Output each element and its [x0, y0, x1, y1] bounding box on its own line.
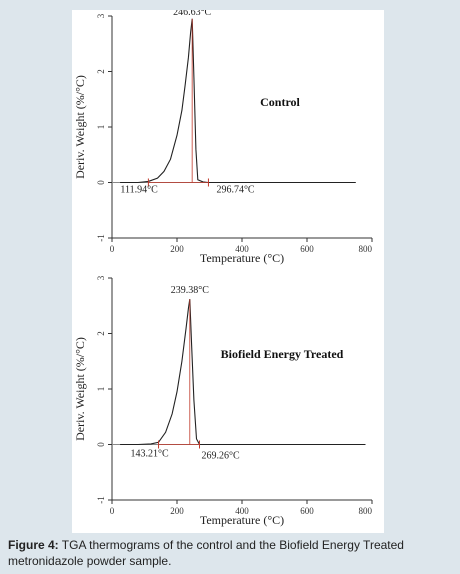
chart1-onset-label: 111.94°C [120, 185, 158, 196]
caption-label: Figure 4: [8, 538, 59, 552]
chart1-y-tick-label: 3 [96, 13, 106, 18]
chart1-y-tick-label: 2 [96, 69, 106, 74]
chart2-y-tick-label: 2 [96, 331, 106, 336]
chart2-x-tick-label: 400 [235, 506, 249, 516]
chart2-onset-label: 143.21°C [131, 449, 169, 460]
caption-text: TGA thermograms of the control and the B… [8, 538, 404, 568]
chart1-x-tick-label: 600 [300, 244, 314, 254]
figure-caption: Figure 4: TGA thermograms of the control… [8, 537, 454, 569]
chart1-y-axis-label: Deriv. Weight (%/°C) [73, 75, 87, 179]
chart1-y-tick-label: 1 [96, 125, 106, 130]
chart1-x-tick-label: 800 [359, 244, 373, 254]
chart2-x-tick-label: 600 [300, 506, 314, 516]
chart1-endset-label: 296.74°C [216, 185, 254, 196]
chart1-peak-label: 246.63°C [173, 10, 211, 18]
chart2-title: Biofield Energy Treated [221, 347, 344, 361]
chart1-series-line [120, 18, 356, 184]
chart2-x-tick-label: 800 [359, 506, 373, 516]
chart2-y-tick-label: -1 [96, 496, 106, 504]
chart1-title: Control [260, 95, 300, 109]
chart2-series-line [120, 299, 366, 446]
chart1-x-tick-label: 200 [170, 244, 184, 254]
chart2-peak-label: 239.38°C [171, 285, 209, 296]
chart1-x-axis-label: Temperature (°C) [200, 251, 284, 265]
chart2-y-tick-label: 0 [96, 442, 106, 447]
chart2-y-axis-label: Deriv. Weight (%/°C) [73, 337, 87, 441]
chart1-x-tick-label: 400 [235, 244, 249, 254]
figure-panel: -1 0 1 2 3 0 200 400 600 800 Temperature (°C) Deriv… [72, 10, 384, 533]
chart2-x-axis-label: Temperature (°C) [200, 513, 284, 527]
chart2-y-tick-label: 1 [96, 387, 106, 392]
chart1-x-tick-label: 0 [110, 244, 115, 254]
chart2-y-tick-label: 3 [96, 275, 106, 280]
chart2-x-tick-label: 200 [170, 506, 184, 516]
chart2-endset-label: 269.26°C [202, 451, 240, 462]
chart2-x-tick-label: 0 [110, 506, 115, 516]
chart1-y-tick-label: -1 [96, 234, 106, 242]
chart1-y-tick-label: 0 [96, 180, 106, 185]
